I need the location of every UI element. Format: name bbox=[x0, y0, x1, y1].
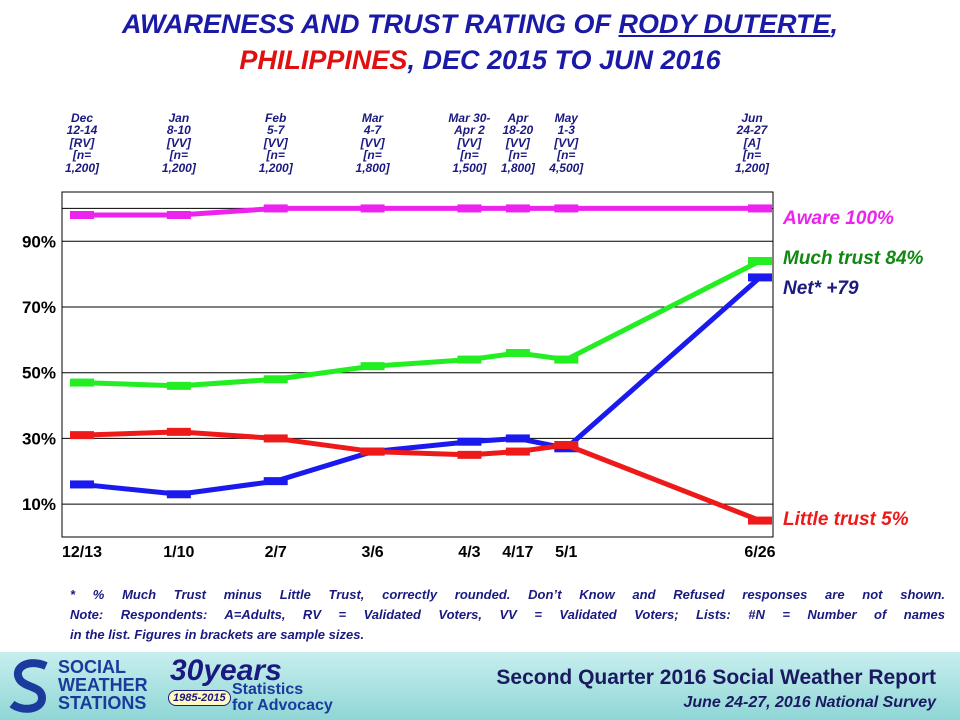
data-point-little-trust bbox=[457, 450, 482, 459]
report-title: Second Quarter 2016 Social Weather Repor… bbox=[496, 666, 936, 689]
data-point-aware bbox=[263, 204, 288, 213]
survey-header: May 1-3 [VV] [n= 4,500] bbox=[549, 111, 584, 175]
survey-header: Apr 18-20 [VV] [n= 1,800] bbox=[500, 111, 535, 175]
y-tick-label: 70% bbox=[22, 298, 56, 317]
sws-logo-icon bbox=[9, 659, 48, 713]
survey-header: Feb 5-7 [VV] [n= 1,200] bbox=[258, 111, 293, 175]
data-point-net bbox=[263, 477, 288, 486]
footnote-line-3: in the list. Figures in brackets are sam… bbox=[70, 627, 365, 642]
anniversary-years: 1985-2015 bbox=[168, 690, 231, 706]
data-point-net bbox=[457, 437, 482, 446]
data-point-little-trust bbox=[360, 447, 385, 456]
data-point-aware bbox=[457, 204, 482, 213]
footnote-line-1: * % Much Trust minus Little Trust, corre… bbox=[70, 587, 945, 602]
data-point-much-trust bbox=[166, 381, 191, 390]
data-point-little-trust bbox=[166, 427, 191, 436]
survey-header: Jan 8-10 [VV] [n= 1,200] bbox=[161, 111, 196, 175]
footer-banner: SOCIAL WEATHER STATIONS 30years 1985-201… bbox=[0, 652, 960, 720]
data-point-aware bbox=[70, 211, 94, 219]
y-tick-label: 30% bbox=[22, 429, 56, 448]
data-point-net bbox=[70, 480, 94, 489]
trend-chart: 10% 30% 50% 70% 90% 12/13 1/10 2/7 3/6 4/3 4/17 5/1… bbox=[22, 191, 776, 561]
data-point-much-trust bbox=[505, 349, 530, 357]
data-point-little-trust bbox=[70, 431, 94, 440]
label-net: Net* +79 bbox=[783, 278, 859, 299]
x-tick-label: 12/13 bbox=[62, 544, 102, 561]
survey-header: Mar 4-7 [VV] [n= 1,800] bbox=[355, 111, 390, 175]
data-point-much-trust bbox=[360, 362, 385, 371]
x-tick-label: 4/3 bbox=[458, 544, 480, 561]
survey-header: Jun 24-27 [A] [n= 1,200] bbox=[734, 111, 770, 175]
data-point-much-trust bbox=[554, 355, 579, 364]
tagline: Statistics for Advocacy bbox=[232, 681, 333, 714]
x-tick-label: 2/7 bbox=[265, 544, 287, 561]
data-point-aware bbox=[554, 204, 579, 213]
survey-header: Dec 12-14 [RV] [n= 1,200] bbox=[64, 111, 100, 175]
title-date-range: , DEC 2015 TO JUN 2016 bbox=[407, 45, 721, 75]
x-tick-label: 6/26 bbox=[744, 544, 775, 561]
data-point-aware bbox=[748, 204, 772, 213]
data-point-net bbox=[505, 434, 530, 443]
data-point-much-trust bbox=[457, 355, 482, 364]
title-country: PHILIPPINES bbox=[239, 45, 408, 75]
data-point-much-trust bbox=[263, 375, 288, 384]
data-point-much-trust bbox=[70, 378, 94, 387]
data-point-aware bbox=[505, 204, 530, 213]
x-tick-label: 3/6 bbox=[361, 544, 383, 561]
data-point-little-trust bbox=[554, 441, 579, 449]
data-point-little-trust bbox=[505, 447, 530, 456]
data-point-net bbox=[166, 490, 191, 499]
title-name: RODY DUTERTE bbox=[618, 9, 831, 39]
chart-title-line2: PHILIPPINES, DEC 2015 TO JUN 2016 bbox=[0, 44, 960, 76]
title-suffix: , bbox=[830, 9, 839, 39]
footnote: * % Much Trust minus Little Trust, corre… bbox=[70, 585, 945, 645]
x-tick-label: 4/17 bbox=[502, 544, 533, 561]
x-tick-label: 1/10 bbox=[163, 544, 194, 561]
data-point-little-trust bbox=[748, 516, 772, 525]
y-tick-label: 10% bbox=[22, 495, 56, 514]
title-prefix: AWARENESS AND TRUST RATING OF bbox=[121, 9, 619, 39]
report-subtitle: June 24-27, 2016 National Survey bbox=[683, 694, 936, 711]
footnote-line-2: Note: Respondents: A=Adults, RV = Valida… bbox=[70, 607, 945, 622]
anniversary-logo: 30years bbox=[170, 654, 282, 687]
org-name: SOCIAL WEATHER STATIONS bbox=[58, 657, 148, 713]
y-tick-label: 50% bbox=[22, 364, 56, 383]
data-point-aware bbox=[360, 204, 385, 213]
data-point-much-trust bbox=[748, 257, 772, 265]
label-much-trust: Much trust 84% bbox=[783, 248, 924, 269]
label-aware: Aware 100% bbox=[783, 208, 894, 229]
chart-title-line1: AWARENESS AND TRUST RATING OF RODY DUTER… bbox=[0, 8, 960, 40]
data-point-net bbox=[748, 273, 772, 282]
label-little-trust: Little trust 5% bbox=[783, 509, 909, 530]
survey-header: Mar 30- Apr 2 [VV] [n= 1,500] bbox=[448, 111, 491, 175]
x-tick-label: 5/1 bbox=[555, 544, 577, 561]
data-point-little-trust bbox=[263, 434, 288, 443]
data-point-aware bbox=[166, 211, 191, 219]
y-tick-label: 90% bbox=[22, 232, 56, 251]
